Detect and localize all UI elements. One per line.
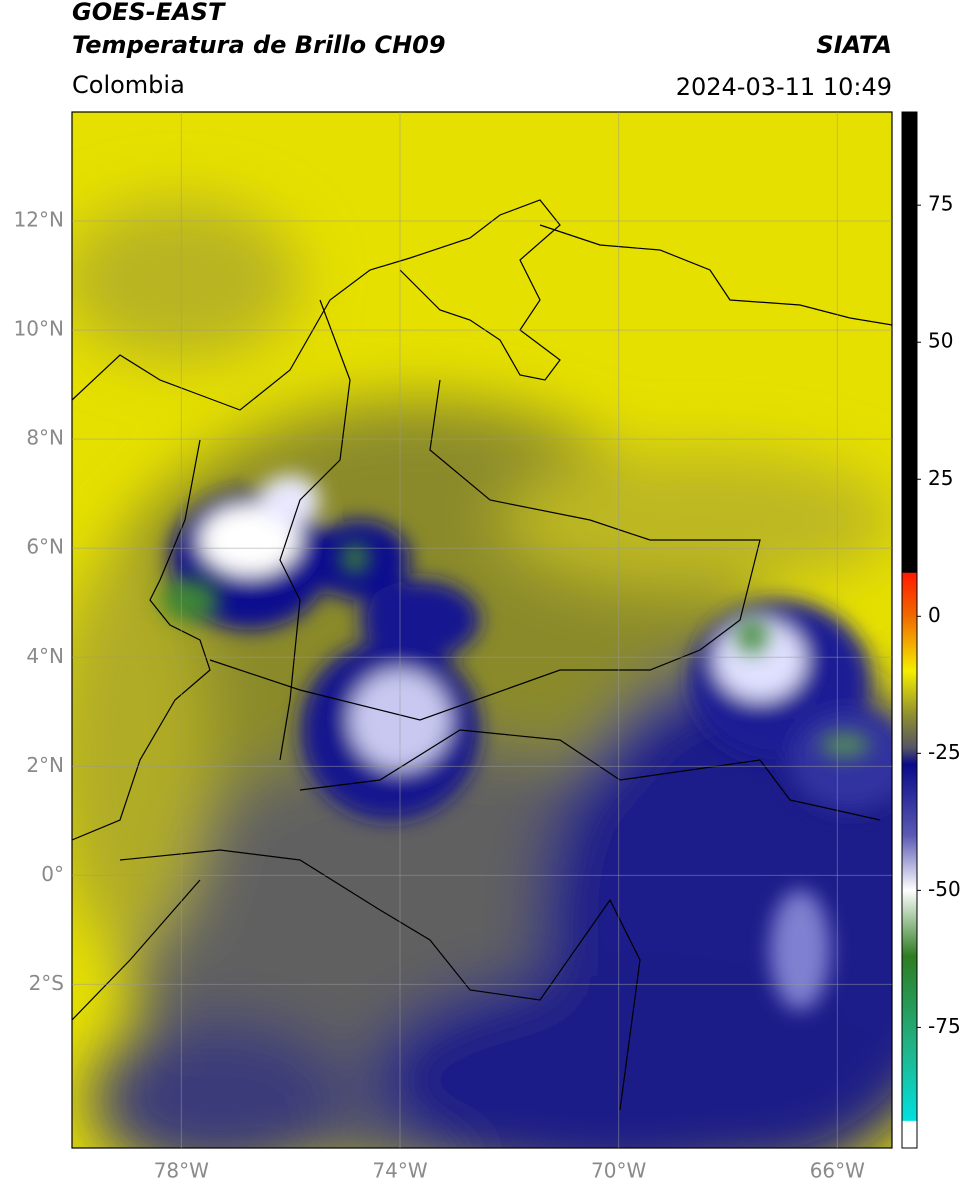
colorbar-tick-label: 25: [928, 466, 953, 490]
timestamp: 2024-03-11 10:49: [676, 73, 892, 101]
lat-tick-label: 8°N: [26, 426, 64, 450]
satellite-image: [72, 112, 892, 1148]
region: Colombia: [72, 71, 185, 99]
colorbar-tick-label: -25: [928, 740, 961, 764]
lat-tick-label: 10°N: [14, 317, 64, 341]
title: GOES-EAST: [72, 0, 226, 26]
colorbar-tick-label: 75: [928, 192, 953, 216]
lat-tick-label: 2°N: [26, 753, 64, 777]
lat-tick-label: 0°: [41, 862, 64, 886]
map-frame: [71, 111, 893, 1149]
lon-tick-label: 70°W: [591, 1159, 646, 1183]
lon-tick-label: 74°W: [372, 1159, 427, 1183]
colorbar: [901, 111, 918, 1149]
colorbar-tick-label: -75: [928, 1014, 961, 1038]
lat-tick-label: 2°S: [29, 971, 64, 995]
subtitle: Temperatura de Brillo CH09: [72, 31, 446, 59]
coastlines: [72, 199, 892, 1111]
lat-tick-label: 12°N: [14, 208, 64, 232]
colorbar-tick-label: -50: [928, 877, 961, 901]
source: SIATA: [816, 31, 892, 59]
lon-tick-label: 78°W: [154, 1159, 209, 1183]
lat-tick-label: 6°N: [26, 535, 64, 559]
colorbar-tick-label: 0: [928, 603, 941, 627]
lat-tick-label: 4°N: [26, 644, 64, 668]
lon-tick-label: 66°W: [810, 1159, 865, 1183]
colorbar-tick-label: 50: [928, 329, 953, 353]
